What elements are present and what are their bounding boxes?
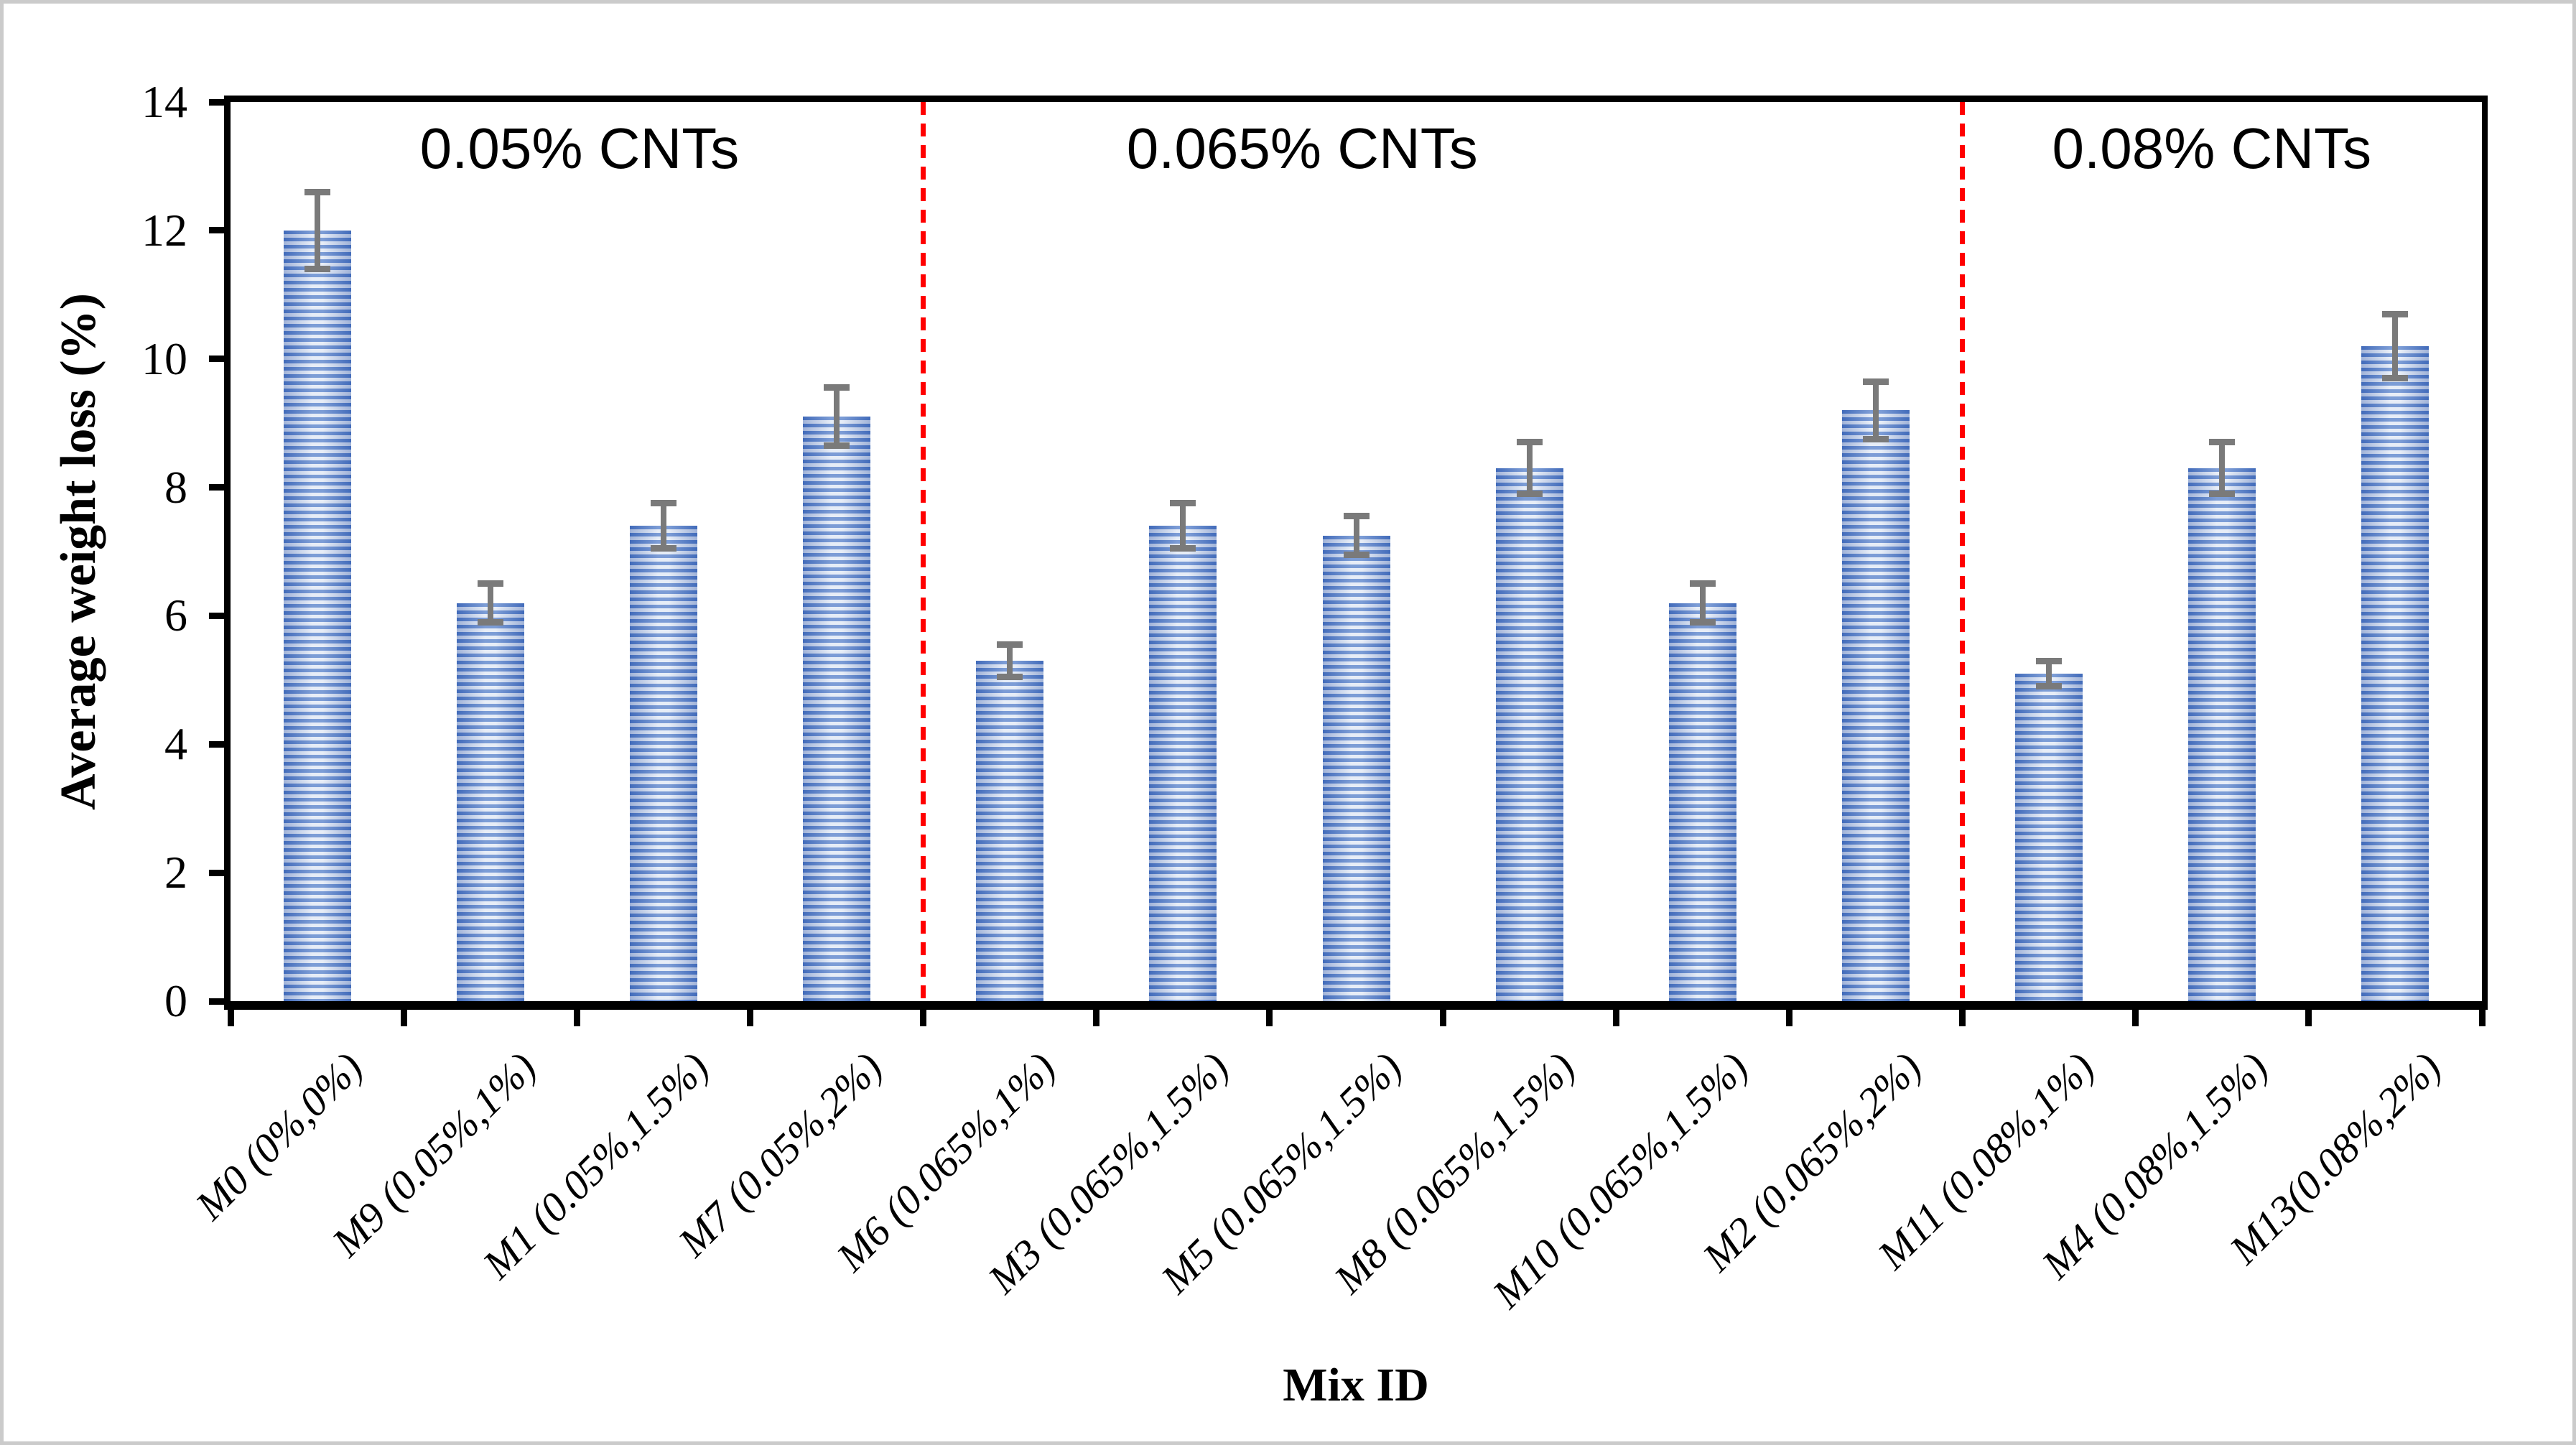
x-tick-12 xyxy=(2305,1010,2312,1026)
x-tick-13 xyxy=(2478,1010,2486,1026)
y-tick-label-0: 0 xyxy=(164,975,187,1026)
y-tick-label-12: 12 xyxy=(141,204,187,256)
error-cap-top-M7 xyxy=(824,384,850,391)
x-axis-title: Mix ID xyxy=(1283,1359,1429,1411)
error-bar-M5 xyxy=(1353,516,1359,555)
bar-M2 xyxy=(1841,410,1910,1001)
error-cap-bottom-M6 xyxy=(997,673,1023,680)
error-bar-M4 xyxy=(2219,442,2226,494)
bar-M3 xyxy=(1149,526,1217,1001)
group-label-2: 0.065% CNTs xyxy=(1126,116,1478,180)
y-tick-2 xyxy=(209,869,224,876)
bar-M11 xyxy=(2015,673,2083,1001)
error-cap-bottom-M4 xyxy=(2209,491,2236,497)
group-label-1: 0.05% CNTs xyxy=(419,116,740,180)
x-tick-3 xyxy=(746,1010,753,1026)
y-tick-4 xyxy=(209,740,224,748)
error-cap-top-M0 xyxy=(304,188,330,195)
error-cap-bottom-M10 xyxy=(1689,618,1716,626)
error-bar-M7 xyxy=(834,387,840,446)
y-tick-6 xyxy=(209,612,224,619)
bar-M4 xyxy=(2188,468,2256,1001)
error-cap-bottom-M13 xyxy=(2382,375,2409,382)
y-tick-10 xyxy=(209,356,224,363)
error-cap-bottom-M7 xyxy=(824,442,850,449)
error-cap-bottom-M0 xyxy=(304,266,330,272)
bar-M9 xyxy=(456,603,524,1001)
error-bar-M9 xyxy=(487,583,493,623)
x-tick-8 xyxy=(1612,1010,1619,1026)
y-tick-8 xyxy=(209,484,224,491)
group-divider-2 xyxy=(1960,102,1966,1001)
error-bar-M0 xyxy=(314,192,320,269)
error-bar-M8 xyxy=(1526,442,1533,494)
error-cap-top-M13 xyxy=(2382,310,2409,317)
error-cap-bottom-M5 xyxy=(1343,551,1370,558)
error-cap-bottom-M8 xyxy=(1516,491,1543,497)
y-tick-label-14: 14 xyxy=(141,76,187,127)
y-tick-14 xyxy=(209,98,224,106)
bar-M7 xyxy=(803,417,871,1001)
y-tick-label-6: 6 xyxy=(164,590,187,641)
plot-area xyxy=(224,96,2488,1010)
y-axis-title: Average weight loss (%) xyxy=(51,293,106,810)
y-tick-label-2: 2 xyxy=(164,847,187,898)
x-tick-5 xyxy=(1093,1010,1100,1026)
error-cap-top-M10 xyxy=(1689,580,1716,587)
group-label-3: 0.08% CNTs xyxy=(2052,116,2372,180)
x-tick-label-M0: M0 (0%,0%) xyxy=(186,1043,372,1229)
bar-M13 xyxy=(2361,345,2429,1001)
x-tick-6 xyxy=(1266,1010,1273,1026)
bar-M6 xyxy=(976,661,1044,1001)
error-cap-top-M1 xyxy=(650,500,676,507)
error-cap-bottom-M1 xyxy=(650,545,676,552)
error-cap-top-M9 xyxy=(477,580,503,587)
x-tick-11 xyxy=(2132,1010,2139,1026)
y-tick-label-4: 4 xyxy=(164,718,187,770)
y-tick-label-8: 8 xyxy=(164,461,187,513)
group-divider-1 xyxy=(921,102,926,1001)
bar-M8 xyxy=(1495,468,1563,1001)
x-tick-2 xyxy=(573,1010,580,1026)
bar-M0 xyxy=(283,230,351,1001)
bar-M10 xyxy=(1668,603,1736,1001)
bar-M1 xyxy=(629,526,697,1001)
error-cap-top-M4 xyxy=(2209,439,2236,446)
error-cap-bottom-M9 xyxy=(477,618,503,626)
error-cap-top-M3 xyxy=(1170,500,1196,507)
error-bar-M3 xyxy=(1180,503,1186,549)
x-tick-10 xyxy=(1959,1010,1966,1026)
error-bar-M11 xyxy=(2046,661,2052,687)
error-bar-M6 xyxy=(1007,644,1013,677)
error-cap-top-M6 xyxy=(997,641,1023,649)
error-cap-top-M2 xyxy=(1862,378,1889,385)
y-tick-label-10: 10 xyxy=(141,333,187,384)
error-cap-top-M11 xyxy=(2036,657,2063,664)
error-bar-M1 xyxy=(660,503,666,549)
error-bar-M13 xyxy=(2392,314,2399,378)
x-tick-7 xyxy=(1439,1010,1446,1026)
error-cap-bottom-M11 xyxy=(2036,683,2063,690)
error-cap-bottom-M2 xyxy=(1862,436,1889,442)
y-tick-12 xyxy=(209,227,224,234)
error-cap-top-M8 xyxy=(1516,439,1543,446)
x-tick-9 xyxy=(1785,1010,1792,1026)
bar-M5 xyxy=(1322,535,1390,1001)
error-bar-M2 xyxy=(1872,381,1879,440)
x-tick-4 xyxy=(920,1010,927,1026)
error-bar-M10 xyxy=(1699,583,1706,623)
error-cap-bottom-M3 xyxy=(1170,545,1196,552)
x-tick-0 xyxy=(227,1010,234,1026)
error-cap-top-M5 xyxy=(1343,513,1370,520)
x-tick-1 xyxy=(400,1010,407,1026)
y-tick-0 xyxy=(209,998,224,1005)
